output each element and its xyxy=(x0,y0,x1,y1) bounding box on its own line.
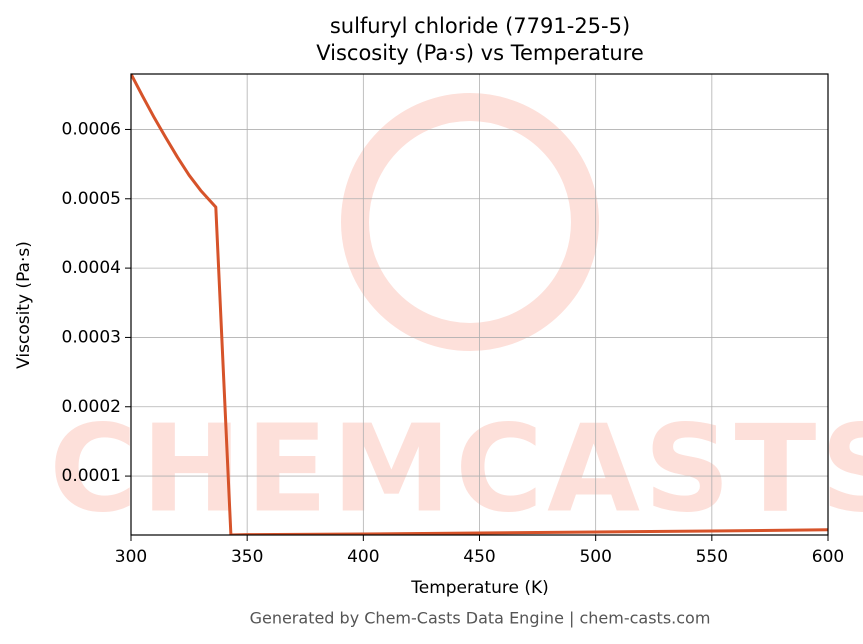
x-tick-label: 400 xyxy=(347,547,379,567)
x-tick-label: 450 xyxy=(463,547,495,567)
y-tick-label: 0.0003 xyxy=(62,327,121,347)
y-tick-label: 0.0001 xyxy=(62,466,121,486)
x-tick-label: 600 xyxy=(812,547,844,567)
grid xyxy=(130,74,829,535)
watermark: CHEMCASTS xyxy=(49,401,863,540)
x-tick-label: 300 xyxy=(115,547,147,567)
plot-area xyxy=(131,74,828,535)
x-axis-label: Temperature (K) xyxy=(410,578,549,598)
data-line xyxy=(131,74,828,535)
chart-subtitle: Viscosity (Pa·s) vs Temperature xyxy=(316,41,644,65)
chart-title: sulfuryl chloride (7791-25-5) xyxy=(330,14,630,38)
footer: Generated by Chem-Casts Data Engine | ch… xyxy=(250,609,711,628)
y-tick-label: 0.0006 xyxy=(62,119,121,139)
x-tick-label: 550 xyxy=(696,547,728,567)
x-tick-label: 350 xyxy=(231,547,263,567)
watermark-logo xyxy=(341,93,599,351)
y-axis-label: Viscosity (Pa·s) xyxy=(14,241,34,369)
y-tick-label: 0.0005 xyxy=(62,189,121,209)
y-tick-label: 0.0002 xyxy=(62,397,121,417)
y-tick-label: 0.0004 xyxy=(62,258,121,278)
x-tick-label: 500 xyxy=(579,547,611,567)
